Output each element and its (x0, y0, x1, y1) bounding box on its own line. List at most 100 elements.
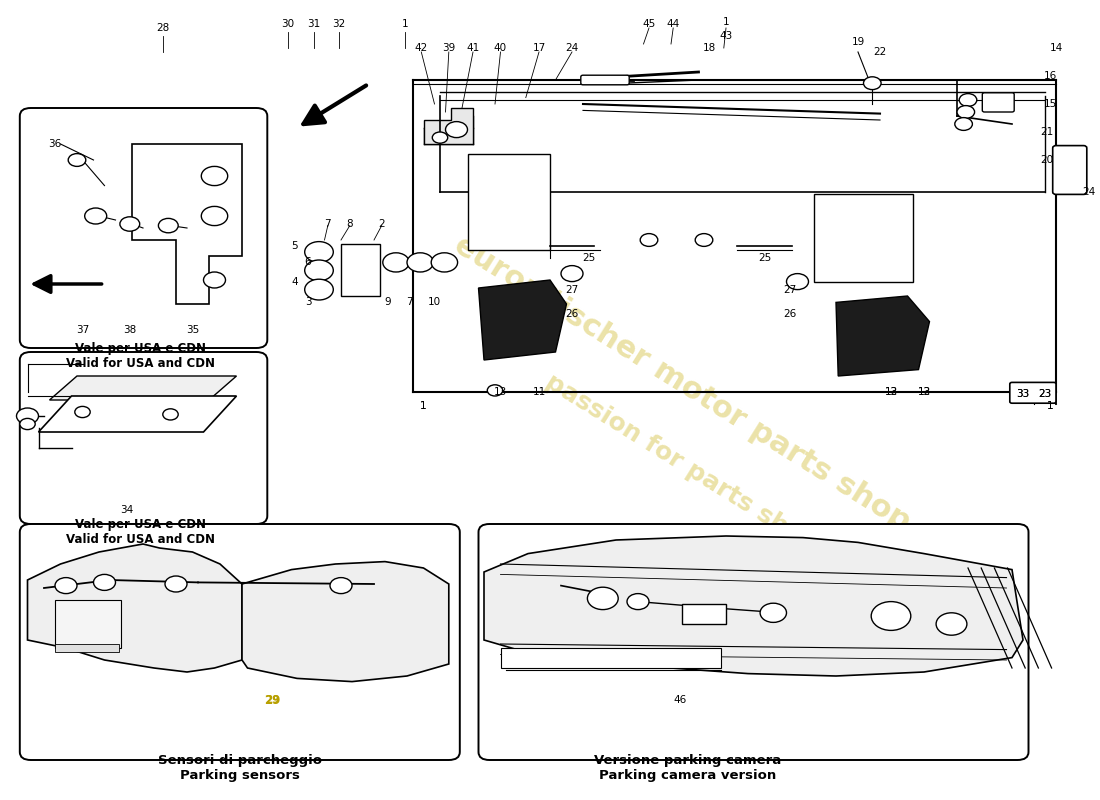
FancyBboxPatch shape (814, 194, 913, 282)
FancyBboxPatch shape (478, 524, 1028, 760)
Text: 25: 25 (758, 253, 771, 262)
Circle shape (760, 603, 786, 622)
Text: 1: 1 (1047, 402, 1054, 411)
Text: 36: 36 (48, 139, 62, 149)
Circle shape (330, 578, 352, 594)
Text: 26: 26 (783, 309, 796, 318)
FancyBboxPatch shape (982, 93, 1014, 112)
Circle shape (68, 154, 86, 166)
Polygon shape (478, 280, 566, 360)
Circle shape (201, 166, 228, 186)
Circle shape (786, 274, 808, 290)
Bar (55, 644, 119, 652)
Text: 23: 23 (1038, 389, 1052, 398)
Circle shape (871, 602, 911, 630)
Text: 7: 7 (324, 219, 331, 229)
Text: 16: 16 (1044, 71, 1057, 81)
Text: 2: 2 (378, 219, 385, 229)
Text: 25: 25 (582, 253, 595, 262)
Circle shape (695, 234, 713, 246)
Text: 1: 1 (420, 402, 427, 411)
Text: 26: 26 (565, 309, 579, 318)
Circle shape (204, 272, 226, 288)
Text: 1: 1 (402, 19, 408, 29)
Text: Sensori di parcheggio
Parking sensors: Sensori di parcheggio Parking sensors (157, 754, 322, 782)
Circle shape (75, 406, 90, 418)
Text: 17: 17 (532, 43, 546, 53)
Text: 13: 13 (884, 387, 898, 397)
Polygon shape (484, 536, 1023, 676)
Text: 43: 43 (719, 31, 733, 41)
FancyBboxPatch shape (1010, 382, 1056, 403)
Polygon shape (50, 376, 236, 400)
Text: 44: 44 (667, 19, 680, 29)
Text: 30: 30 (282, 19, 295, 29)
Text: 23: 23 (1038, 389, 1052, 398)
Bar (55, 600, 121, 648)
Text: 27: 27 (783, 285, 796, 294)
Text: 38: 38 (123, 326, 136, 335)
Text: 7: 7 (406, 297, 412, 306)
Text: Versione parking camera
Parking camera version: Versione parking camera Parking camera v… (594, 754, 781, 782)
Text: 31: 31 (307, 19, 320, 29)
Bar (500, 648, 720, 668)
Text: 12: 12 (884, 387, 898, 397)
Text: 46: 46 (673, 695, 686, 705)
Circle shape (201, 206, 228, 226)
Circle shape (957, 106, 975, 118)
FancyBboxPatch shape (581, 75, 629, 85)
Circle shape (407, 253, 433, 272)
Text: 24: 24 (565, 43, 579, 53)
FancyBboxPatch shape (1053, 146, 1087, 194)
Circle shape (864, 77, 881, 90)
Circle shape (305, 242, 333, 262)
Text: 9: 9 (384, 297, 390, 306)
Text: 11: 11 (532, 387, 546, 397)
Circle shape (20, 418, 35, 430)
FancyBboxPatch shape (20, 524, 460, 760)
Circle shape (16, 408, 38, 424)
Text: 18: 18 (703, 43, 716, 53)
Text: 29: 29 (265, 694, 280, 706)
Text: passion for parts shop: passion for parts shop (541, 370, 823, 558)
Polygon shape (836, 296, 930, 376)
Circle shape (158, 218, 178, 233)
Text: 40: 40 (494, 43, 507, 53)
Text: Vale per USA e CDN
Valid for USA and CDN: Vale per USA e CDN Valid for USA and CDN (66, 518, 216, 546)
Circle shape (85, 208, 107, 224)
Text: 35: 35 (186, 326, 199, 335)
Polygon shape (39, 396, 236, 432)
Text: Vale per USA e CDN
Valid for USA and CDN: Vale per USA e CDN Valid for USA and CDN (66, 342, 216, 370)
Text: 13: 13 (494, 387, 507, 397)
Text: 45: 45 (642, 19, 656, 29)
Polygon shape (242, 562, 449, 682)
Text: 24: 24 (1082, 187, 1096, 197)
Text: 3: 3 (305, 297, 311, 306)
Text: 37: 37 (76, 326, 89, 335)
Text: 22: 22 (873, 47, 887, 57)
Circle shape (587, 587, 618, 610)
Text: 28: 28 (156, 23, 169, 33)
Text: 4: 4 (292, 277, 298, 286)
FancyBboxPatch shape (468, 154, 550, 250)
Circle shape (55, 578, 77, 594)
Circle shape (431, 253, 458, 272)
Text: 20: 20 (1041, 155, 1054, 165)
Text: 32: 32 (332, 19, 345, 29)
Circle shape (163, 409, 178, 420)
Text: 10: 10 (428, 297, 441, 306)
Polygon shape (424, 108, 473, 144)
Bar (341, 244, 380, 296)
Text: 12: 12 (917, 387, 931, 397)
Circle shape (94, 574, 115, 590)
Circle shape (305, 279, 333, 300)
Text: 13: 13 (917, 387, 931, 397)
Text: 29: 29 (265, 695, 280, 705)
Circle shape (640, 234, 658, 246)
Circle shape (446, 122, 468, 138)
Text: 5: 5 (292, 241, 298, 250)
Circle shape (165, 576, 187, 592)
Text: 27: 27 (565, 285, 579, 294)
Text: 21: 21 (1041, 127, 1054, 137)
Circle shape (955, 118, 972, 130)
